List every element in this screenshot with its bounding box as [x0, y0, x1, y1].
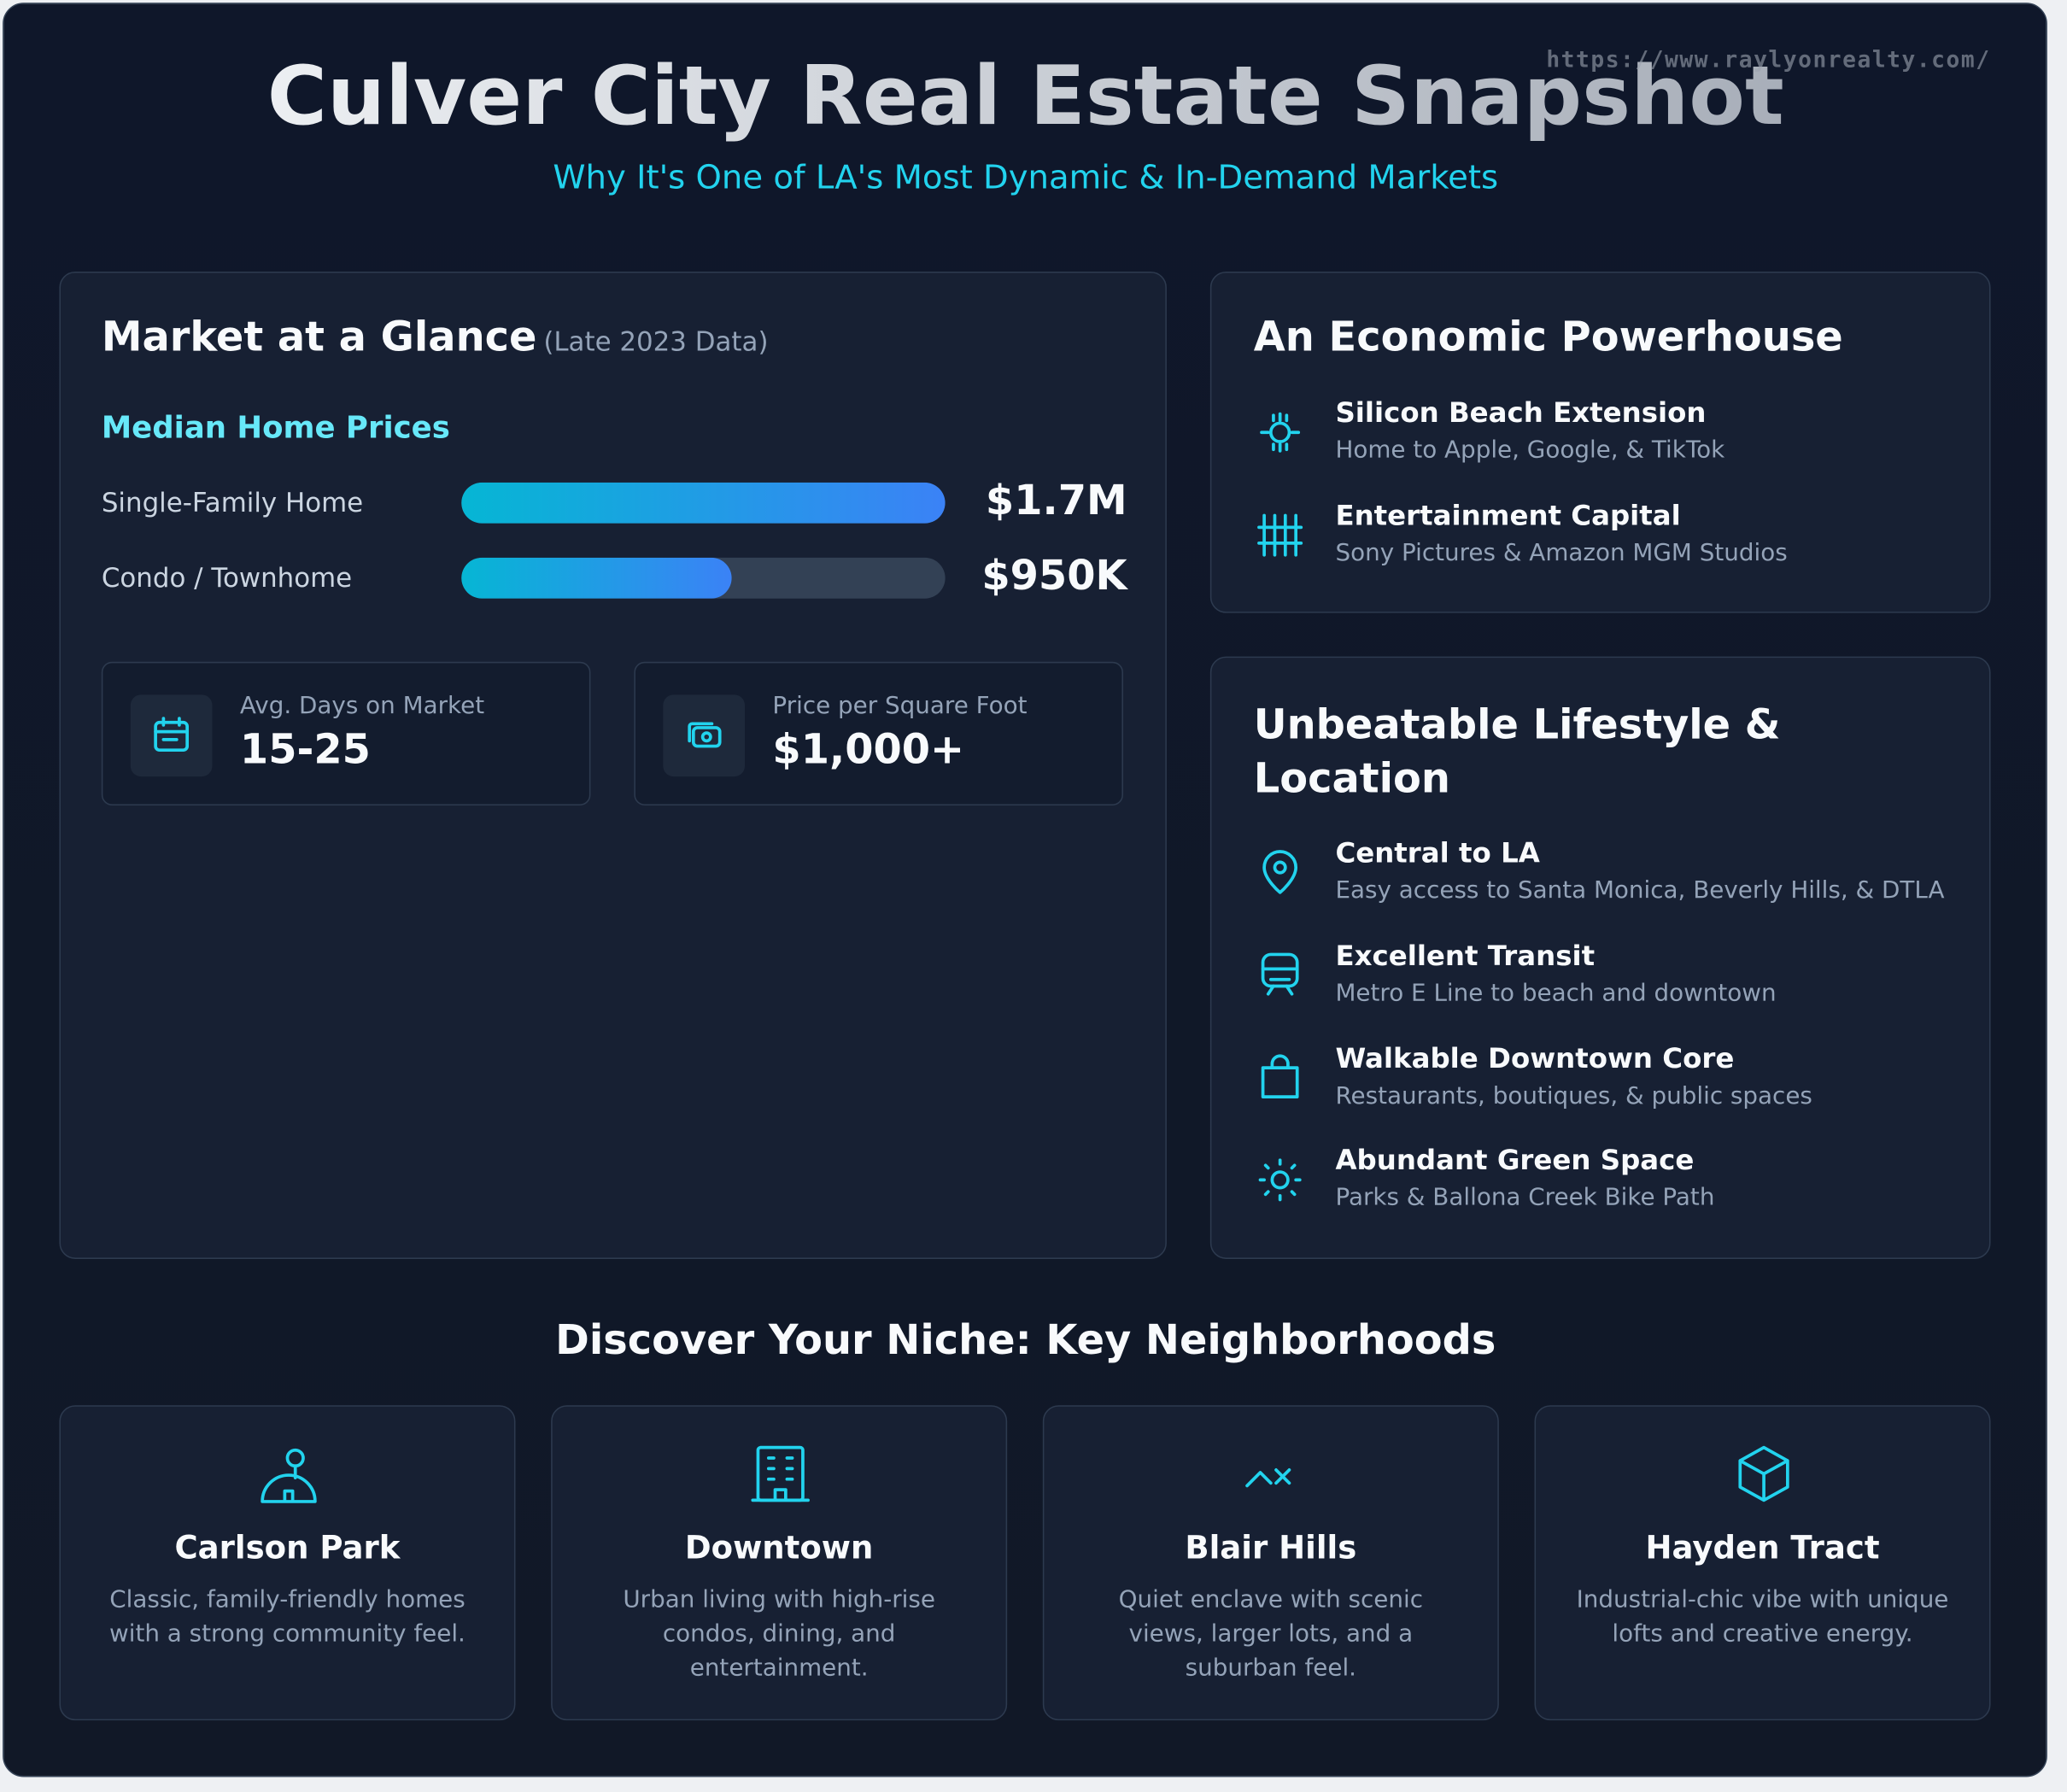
subtitle: Why It's One of LA's Most Dynamic & In-D…: [553, 158, 1499, 196]
item-title: Walkable Downtown Core: [1335, 1042, 1735, 1075]
bar-track: [461, 482, 946, 524]
stat-label: Avg. Days on Market: [239, 692, 485, 720]
chip-icon: [1260, 412, 1301, 453]
watermark: https://www.raylyonrealty.com/: [1546, 47, 1991, 74]
neighborhood-text: Quiet enclave with scenic views, larger …: [1118, 1585, 1423, 1683]
neighborhood-text: Classic, family-friendly homes with a st…: [109, 1585, 466, 1649]
stat-label: Price per Square Foot: [772, 692, 1028, 720]
calendar-icon: [154, 717, 190, 753]
film-icon: [1257, 513, 1303, 557]
bar-label: Condo / Townhome: [101, 561, 353, 594]
money-icon: [688, 722, 722, 748]
bar-track: [461, 557, 946, 599]
stat-icon: [663, 694, 746, 777]
bar-value: $1.7M: [985, 477, 1127, 525]
stat-value: $1,000+: [772, 726, 965, 774]
title: Culver City Real Estate Snapshot: [0, 48, 2052, 144]
neighborhood-card: Blair Hills Quiet enclave with scenic vi…: [1042, 1405, 1499, 1721]
item-text: Sony Pictures & Amazon MGM Studios: [1335, 539, 1788, 567]
park-icon: [261, 1448, 317, 1503]
neighborhood-name: Hayden Tract: [1645, 1529, 1880, 1567]
item-text: Easy access to Santa Monica, Beverly Hil…: [1335, 876, 1945, 905]
market-title: Market at a Glance: [101, 313, 537, 361]
cube-icon: [1738, 1445, 1789, 1502]
bag-icon: [1261, 1054, 1299, 1098]
stat-icon: [130, 694, 213, 777]
neighborhood-name: Blair Hills: [1185, 1529, 1357, 1567]
item-title: Central to LA: [1335, 837, 1540, 870]
market-heading: Market at a Glance (Late 2023 Data): [102, 313, 769, 361]
bar-label: Single-Family Home: [101, 486, 364, 518]
neighborhood-name: Downtown: [684, 1529, 874, 1567]
neighborhood-text: Industrial-chic vibe with unique lofts a…: [1576, 1585, 1949, 1649]
pin-icon: [1262, 850, 1298, 894]
prices-title: Median Home Prices: [101, 411, 450, 446]
neighborhood-name: Carlson Park: [174, 1529, 401, 1567]
item-text: Restaurants, boutiques, & public spaces: [1335, 1082, 1812, 1110]
train-icon: [1261, 952, 1299, 996]
item-text: Parks & Ballona Creek Bike Path: [1335, 1183, 1715, 1212]
market-note: (Late 2023 Data): [543, 325, 769, 358]
stat-card: Avg. Days on Market 15-25: [101, 661, 591, 806]
economy-panel: [1209, 271, 1991, 613]
item-title: Abundant Green Space: [1335, 1144, 1695, 1176]
stat-value: 15-25: [239, 726, 371, 774]
bar: [461, 482, 946, 524]
item-title: Silicon Beach Extension: [1335, 396, 1707, 429]
neighborhood-card: Hayden Tract Industrial-chic vibe with u…: [1534, 1405, 1991, 1721]
hills-icon: [1245, 1468, 1291, 1488]
item-text: Metro E Line to beach and downtown: [1335, 979, 1777, 1008]
lifestyle-title: Unbeatable Lifestyle & Location: [1253, 701, 1781, 803]
item-title: Excellent Transit: [1335, 940, 1596, 972]
neighborhoods-title: Discover Your Niche: Key Neighborhoods: [555, 1316, 1496, 1365]
bar-value: $950K: [981, 552, 1127, 600]
item-text: Home to Apple, Google, & TikTok: [1335, 436, 1725, 465]
neighborhood-text: Urban living with high-rise condos, dini…: [623, 1585, 935, 1683]
sun-icon: [1258, 1158, 1302, 1202]
neighborhood-card: Carlson Park Classic, family-friendly ho…: [59, 1405, 516, 1721]
bar: [461, 557, 732, 599]
item-title: Entertainment Capital: [1335, 499, 1681, 531]
lifestyle-panel: [1209, 656, 1991, 1259]
neighborhood-card: Downtown Urban living with high-rise con…: [551, 1405, 1008, 1721]
building-icon: [751, 1445, 810, 1502]
economy-title: An Economic Powerhouse: [1253, 313, 1843, 361]
stat-card: Price per Square Foot $1,000+: [634, 661, 1123, 806]
